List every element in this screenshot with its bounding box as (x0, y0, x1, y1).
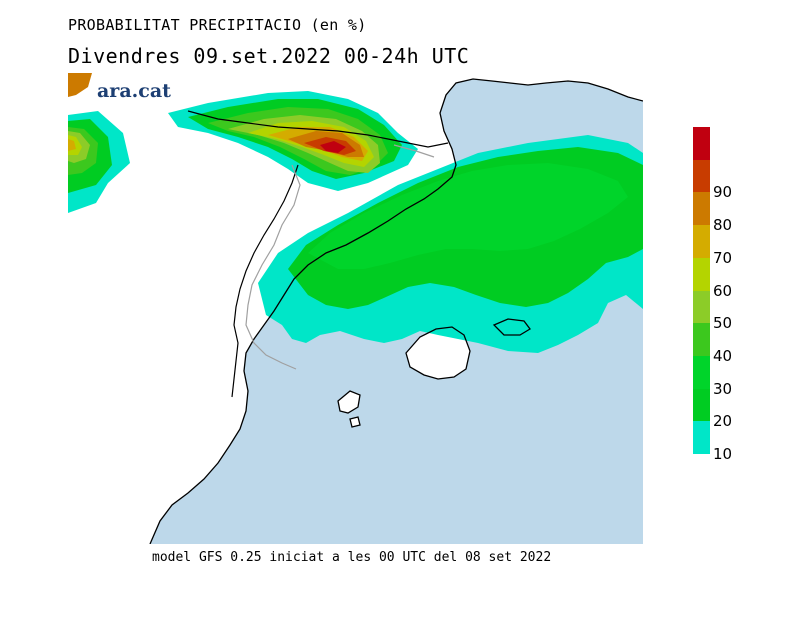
legend-label-10: 10 (713, 445, 733, 463)
borders (187, 110, 449, 398)
legend-label-60: 60 (713, 281, 733, 300)
legend-label-90: 90 (713, 183, 733, 202)
legend-label-50: 50 (713, 314, 733, 333)
legend-swatch (693, 355, 710, 390)
legend-label-20: 20 (713, 412, 733, 431)
chart-title: PROBABILITAT PRECIPITACIO (en %) (68, 16, 367, 34)
prob-80-area (68, 73, 92, 97)
coastlines (149, 78, 643, 544)
legend-swatch (693, 127, 710, 161)
legend-label-80: 80 (713, 216, 733, 235)
legend-swatch (693, 192, 710, 226)
mallorca-island (406, 327, 470, 379)
chart-date: Divendres 09.set.2022 00-24h UTC (68, 44, 470, 68)
legend-label-30: 30 (713, 379, 733, 398)
legend-swatch (693, 257, 710, 291)
formentera-island (350, 417, 360, 427)
legend-swatch (693, 159, 710, 193)
legend-swatch (693, 225, 710, 259)
legend-label-70: 70 (713, 248, 733, 267)
logo: ara.cat (97, 80, 171, 102)
probability-fields (68, 73, 643, 353)
legend-swatch (693, 388, 710, 422)
legend-label-40: 40 (713, 346, 733, 365)
model-footer: model GFS 0.25 iniciat a les 00 UTC del … (152, 550, 552, 565)
iberian-land (68, 73, 643, 544)
prob-top-area (320, 141, 346, 153)
legend-bar (693, 127, 710, 455)
prob-70-area (68, 139, 76, 151)
legend-swatch (693, 323, 710, 357)
prob-30-area (308, 163, 628, 269)
legend-swatch (693, 421, 710, 455)
legend-swatch (693, 290, 710, 324)
precipitation-map (68, 73, 643, 544)
